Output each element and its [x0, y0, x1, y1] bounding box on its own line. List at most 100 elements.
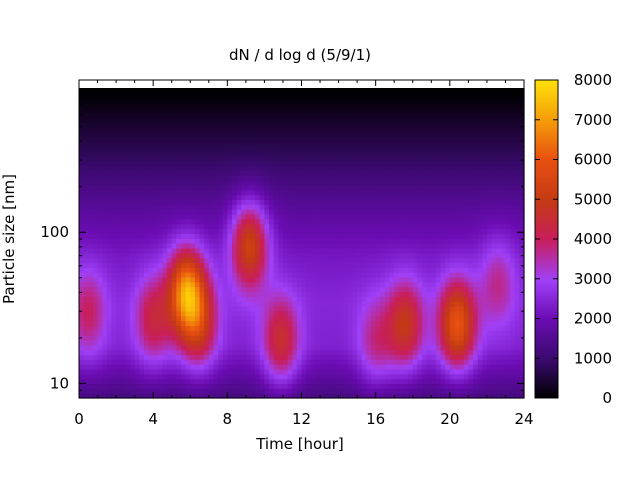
heatmap-cell: [352, 393, 358, 399]
heatmap-cell: [445, 320, 451, 326]
heatmap-cell: [292, 243, 298, 249]
heatmap-cell: [255, 218, 261, 225]
heatmap-cell: [403, 388, 409, 394]
heatmap-cell: [83, 247, 89, 254]
heatmap-cell: [287, 204, 293, 210]
heatmap-cell: [315, 228, 321, 234]
heatmap-cell: [394, 349, 400, 355]
heatmap-cell: [347, 243, 354, 249]
heatmap-cell: [162, 199, 168, 205]
heatmap-cell: [185, 189, 191, 196]
heatmap-cell: [176, 146, 182, 152]
heatmap-cell: [148, 373, 154, 380]
heatmap-cell: [482, 189, 488, 196]
heatmap-cell: [510, 310, 516, 317]
heatmap-cell: [171, 165, 177, 171]
heatmap-cell: [185, 155, 191, 162]
heatmap-cell: [269, 339, 275, 346]
heatmap-cell: [366, 301, 372, 307]
heatmap-cell: [231, 209, 238, 215]
heatmap-cell: [306, 383, 312, 389]
heatmap-cell: [162, 335, 168, 341]
heatmap-cell: [324, 393, 330, 399]
heatmap-cell: [482, 204, 488, 210]
heatmap-cell: [278, 359, 284, 365]
heatmap-cell: [310, 320, 317, 326]
heatmap-cell: [384, 364, 391, 370]
heatmap-cell: [440, 267, 446, 273]
heatmap-cell: [347, 354, 354, 360]
heatmap-cell: [477, 155, 483, 162]
heatmap-cell: [287, 325, 293, 331]
heatmap-cell: [282, 165, 289, 171]
heatmap-cell: [505, 301, 511, 307]
heatmap-cell: [422, 218, 428, 225]
heatmap-cell: [403, 180, 409, 186]
heatmap-cell: [241, 155, 247, 162]
heatmap-cell: [491, 320, 497, 326]
heatmap-cell: [449, 243, 456, 249]
heatmap-cell: [92, 180, 99, 186]
heatmap-cell: [435, 315, 442, 322]
heatmap-cell: [157, 388, 164, 394]
heatmap-cell: [250, 286, 256, 293]
heatmap-cell: [213, 243, 219, 249]
heatmap-cell: [222, 184, 228, 191]
heatmap-cell: [199, 267, 205, 273]
heatmap-cell: [357, 180, 363, 186]
heatmap-cell: [162, 243, 168, 249]
heatmap-cell: [417, 228, 423, 234]
heatmap-cell: [477, 286, 483, 293]
heatmap-cell: [408, 204, 414, 210]
heatmap-cell: [482, 364, 488, 370]
heatmap-cell: [148, 252, 154, 259]
heatmap-cell: [505, 344, 511, 351]
heatmap-cell: [454, 291, 460, 297]
heatmap-cell: [162, 291, 168, 297]
heatmap-cell: [394, 238, 400, 244]
heatmap-cell: [343, 257, 349, 263]
heatmap-cell: [389, 252, 395, 259]
heatmap-cell: [398, 344, 405, 351]
heatmap-cell: [496, 257, 502, 263]
heatmap-cell: [491, 359, 497, 365]
heatmap-cell: [79, 272, 85, 278]
heatmap-cell: [338, 228, 344, 234]
heatmap-cell: [204, 383, 210, 389]
heatmap-cell: [435, 296, 442, 302]
heatmap-cell: [366, 165, 372, 171]
heatmap-cell: [250, 184, 256, 191]
heatmap-cell: [459, 233, 465, 239]
heatmap-cell: [352, 146, 358, 152]
heatmap-cell: [329, 243, 335, 249]
heatmap-cell: [92, 354, 99, 360]
heatmap-cell: [440, 170, 446, 176]
heatmap-cell: [218, 150, 224, 157]
heatmap-cell: [366, 146, 372, 152]
heatmap-cell: [190, 247, 196, 254]
heatmap-cell: [204, 199, 210, 205]
heatmap-cell: [398, 368, 405, 375]
heatmap-cell: [162, 373, 168, 380]
heatmap-cell: [180, 160, 187, 167]
heatmap-cell: [273, 257, 279, 263]
heatmap-cell: [320, 170, 326, 176]
heatmap-cell: [384, 262, 391, 268]
heatmap-cell: [92, 146, 99, 152]
heatmap-cell: [250, 291, 256, 297]
heatmap-cell: [343, 281, 349, 288]
heatmap-cell: [296, 393, 303, 399]
heatmap-cell: [417, 175, 423, 181]
heatmap-cell: [278, 373, 284, 380]
heatmap-cell: [116, 204, 122, 210]
heatmap-cell: [431, 388, 437, 394]
heatmap-cell: [361, 218, 367, 225]
heatmap-cell: [92, 247, 99, 254]
heatmap-cell: [222, 364, 228, 370]
heatmap-cell: [97, 155, 103, 162]
heatmap-cell: [185, 213, 191, 220]
heatmap-cell: [125, 315, 131, 322]
heatmap-cell: [324, 209, 330, 215]
heatmap-cell: [505, 233, 511, 239]
heatmap-cell: [250, 238, 256, 244]
